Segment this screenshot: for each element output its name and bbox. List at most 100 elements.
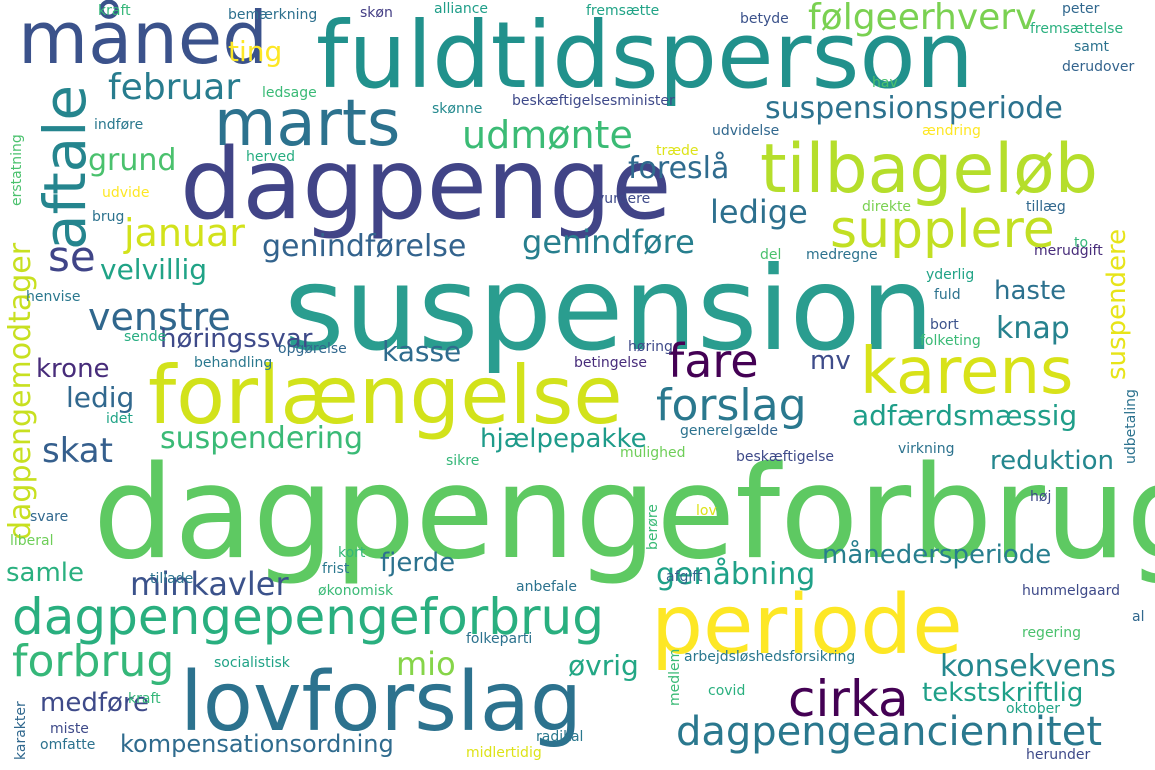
word: afgift — [666, 569, 703, 585]
word: dagpengeanciennitet — [676, 709, 1103, 755]
word: marts — [214, 87, 401, 161]
word: liberal — [10, 533, 54, 549]
word: medlem — [667, 648, 683, 706]
word: aftale — [31, 84, 99, 250]
word: opgørelse — [278, 341, 347, 357]
word: samt — [1074, 39, 1109, 55]
word: samle — [6, 558, 85, 588]
word: karens — [860, 335, 1074, 409]
word: hav — [872, 75, 898, 91]
word: lov — [696, 503, 717, 519]
word: bort — [930, 317, 959, 333]
word: suspension — [284, 242, 935, 377]
word: berøre — [645, 504, 661, 550]
word: genindføre — [522, 223, 695, 261]
word: beskæftigelsesminister — [512, 93, 675, 109]
word: genindførelse — [262, 229, 467, 264]
word: reduktion — [990, 446, 1114, 476]
word: idet — [106, 411, 133, 427]
word: brug — [92, 209, 125, 225]
word: bemærkning — [228, 7, 318, 23]
word: direkte — [862, 199, 912, 215]
word: forslag — [656, 380, 807, 431]
word: indføre — [94, 117, 144, 133]
word: sikre — [446, 453, 480, 469]
word: behandling — [194, 355, 273, 371]
word: høring — [628, 339, 673, 355]
word: krone — [36, 354, 110, 384]
word: venstre — [88, 295, 231, 339]
word: ændring — [922, 123, 981, 139]
word: to — [1074, 235, 1089, 251]
word: generel — [680, 423, 733, 439]
word: velvillig — [100, 253, 208, 286]
word: merudgift — [1034, 243, 1103, 259]
word: del — [760, 247, 782, 263]
word: dagpengemodtager — [3, 242, 38, 540]
word: miste — [50, 721, 89, 737]
word: knap — [996, 311, 1070, 346]
word: kort — [338, 545, 366, 561]
word: skøn — [360, 5, 393, 21]
word: tilbageløb — [760, 130, 1098, 209]
word: beskæftigelse — [736, 449, 835, 465]
word: supplere — [830, 200, 1055, 260]
word: herved — [246, 149, 296, 165]
word: månedersperiode — [822, 540, 1052, 570]
word: ledige — [710, 193, 808, 231]
word: mv — [810, 346, 851, 376]
word: øvrig — [568, 649, 639, 682]
word: kompensationsordning — [120, 730, 394, 758]
word: kasse — [382, 335, 462, 368]
word: udvidelse — [712, 123, 780, 139]
word: mio — [396, 645, 456, 683]
word: derudover — [1062, 59, 1135, 75]
word: januar — [124, 211, 245, 255]
word: kraft — [128, 691, 161, 707]
word: måned — [18, 0, 268, 80]
word: covid — [708, 683, 746, 699]
word: fuld — [934, 287, 961, 303]
word: haste — [994, 276, 1067, 306]
word: se — [48, 232, 96, 281]
word: peter — [1062, 1, 1100, 17]
word: frist — [322, 561, 350, 577]
word: lovforslag — [180, 655, 583, 750]
word: herunder — [1026, 747, 1091, 763]
word: folkeparti — [466, 631, 533, 647]
word: karakter — [13, 701, 29, 760]
word: fuldtidsperson — [316, 2, 974, 109]
word: dagpengepengeforbrug — [12, 588, 604, 646]
word: arbejdsløshedsforsikring — [684, 649, 856, 665]
word: foreslå — [628, 151, 730, 186]
word: adfærdsmæssig — [852, 399, 1078, 432]
word: midlertidig — [466, 745, 542, 761]
word: udbetaling — [1123, 389, 1139, 464]
word: radikal — [536, 729, 584, 745]
word: suspendering — [160, 421, 364, 456]
word: regering — [1022, 625, 1081, 641]
word: fremsættelse — [1030, 21, 1124, 37]
word: dagpengeforbrug — [93, 439, 1155, 588]
word: svare — [30, 509, 69, 525]
word: grund — [88, 143, 177, 178]
word: konsekvens — [940, 649, 1116, 684]
word: omfatte — [40, 737, 96, 753]
word: oktober — [1006, 701, 1060, 717]
word: ledsage — [262, 85, 317, 101]
word: skønne — [432, 101, 483, 117]
word: medføre — [40, 688, 150, 718]
word: ledig — [66, 381, 135, 414]
word: genåbning — [656, 557, 816, 592]
word: medregne — [806, 247, 878, 263]
word: virkning — [898, 441, 955, 457]
word: hjælpepakke — [480, 424, 647, 454]
word: tillade — [150, 571, 194, 587]
word: sende — [124, 329, 167, 345]
word: tillæg — [1026, 199, 1066, 215]
word: skat — [42, 431, 113, 471]
word: vurdere — [596, 191, 651, 207]
word: henvise — [26, 289, 81, 305]
word: betyde — [740, 11, 789, 27]
word: yderlig — [926, 267, 975, 283]
